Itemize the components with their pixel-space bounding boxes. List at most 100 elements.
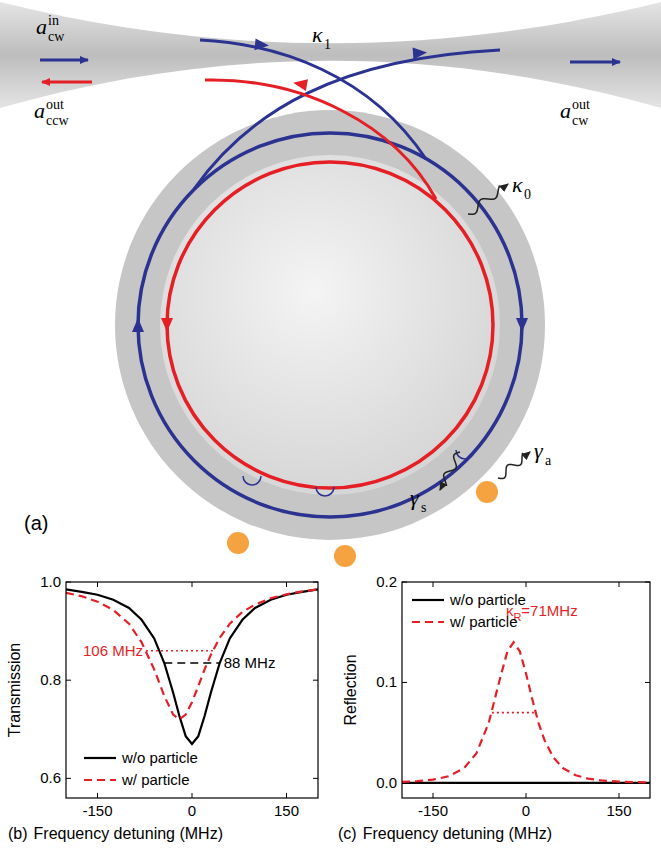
panel-label: (a) bbox=[24, 512, 48, 534]
legend-swatch bbox=[84, 779, 116, 781]
diagram-label-sub: 0 bbox=[524, 187, 531, 202]
ccw-out-coupling bbox=[205, 80, 436, 199]
legend: w/o particle w/ particle bbox=[412, 591, 526, 630]
x-tick bbox=[619, 582, 620, 587]
direction-arrow bbox=[132, 318, 144, 332]
y-tick bbox=[313, 778, 318, 779]
ccw-mode bbox=[167, 162, 493, 488]
diagram-label: κ bbox=[512, 172, 523, 197]
chart-panel: -150 0 150 0.6 0.8 1.0 106 MHz 88 MHz w/o partic… bbox=[6, 573, 318, 842]
reflected-arrow bbox=[42, 81, 92, 84]
nanoparticle bbox=[227, 532, 249, 554]
y-tick bbox=[402, 682, 407, 683]
cw-out-coupling bbox=[194, 50, 500, 189]
x-tick bbox=[192, 793, 193, 798]
y-tick-label: 0.6 bbox=[40, 769, 61, 786]
scattering-arrow bbox=[440, 452, 460, 490]
page: {"diagram": {"panel": "(a)", "labels": [… bbox=[0, 0, 661, 849]
diagram-label-sup: out bbox=[572, 97, 590, 112]
x-tick bbox=[619, 793, 620, 798]
y-tick bbox=[313, 680, 318, 681]
y-tick-label: 1.0 bbox=[40, 573, 61, 590]
legend-swatch bbox=[412, 599, 444, 601]
y-tick-label: 0.0 bbox=[376, 774, 397, 791]
x-tick-label: 150 bbox=[274, 802, 299, 819]
annotation: 106 MHz bbox=[83, 642, 143, 659]
legend-label: w/ particle bbox=[449, 613, 518, 630]
diagram-label-sub: cw bbox=[572, 113, 589, 128]
cw-mode bbox=[138, 133, 522, 517]
direction-arrow bbox=[413, 47, 428, 60]
y-tick bbox=[66, 778, 71, 779]
chart-panel: -15001500.00.10.2κR=71MHzw/o particlew/ … bbox=[338, 573, 650, 842]
x-tick bbox=[433, 793, 434, 798]
x-axis-title: Frequency detuning (MHz) bbox=[363, 825, 552, 842]
direction-arrow bbox=[161, 318, 173, 332]
series-line bbox=[402, 642, 650, 782]
fiber-taper bbox=[0, 2, 661, 108]
legend-swatch bbox=[412, 621, 444, 623]
x-tick bbox=[526, 582, 527, 587]
x-tick bbox=[286, 793, 287, 798]
plot-frame bbox=[66, 582, 318, 798]
absorption-arrow bbox=[498, 452, 530, 479]
disk-rim bbox=[115, 110, 545, 540]
diagram: aincwaoutccwaoutcwκ1κ0γaγs(a) bbox=[0, 2, 661, 567]
nanoparticle bbox=[334, 545, 356, 567]
series-line bbox=[66, 589, 318, 744]
diagram-label-sub: a bbox=[545, 453, 552, 468]
y-tick-label: 0.8 bbox=[40, 671, 61, 688]
diagram-label: a bbox=[36, 14, 47, 39]
legend-swatch bbox=[84, 757, 116, 759]
legend-label: w/o particle bbox=[121, 749, 198, 766]
x-tick-label: 0 bbox=[522, 802, 530, 819]
diagram-label-sub: ccw bbox=[46, 113, 69, 128]
y-tick-label: 0.2 bbox=[376, 573, 397, 590]
diagram-label-sub: 1 bbox=[324, 37, 331, 52]
x-tick bbox=[97, 793, 98, 798]
diagram-label: a bbox=[34, 98, 45, 123]
y-tick bbox=[645, 682, 650, 683]
x-axis-title: Frequency detuning (MHz) bbox=[34, 825, 223, 842]
width-marker bbox=[164, 662, 219, 664]
diagram-label-sub: s bbox=[421, 500, 426, 515]
y-tick-label: 0.1 bbox=[376, 673, 397, 690]
direction-arrow bbox=[516, 318, 528, 332]
x-tick bbox=[192, 582, 193, 587]
output-arrow bbox=[570, 61, 620, 64]
diagram-label: κ bbox=[312, 22, 323, 47]
y-axis-title: Reflection bbox=[342, 654, 359, 725]
annotation: 88 MHz bbox=[224, 654, 276, 671]
x-tick-label: 0 bbox=[188, 802, 196, 819]
annotation-suffix: =71MHz bbox=[521, 602, 577, 619]
nanoparticle bbox=[476, 481, 498, 503]
series-group bbox=[66, 589, 318, 744]
x-tick bbox=[526, 793, 527, 798]
direction-arrow bbox=[292, 77, 308, 91]
x-tick-label: -150 bbox=[418, 802, 448, 819]
diagram-label: γ bbox=[410, 485, 420, 510]
direction-arrow bbox=[255, 38, 270, 51]
width-marker bbox=[492, 712, 536, 714]
x-tick-label: -150 bbox=[82, 802, 112, 819]
diagram-label: γ bbox=[534, 438, 544, 463]
width-marker bbox=[146, 650, 213, 652]
figure: aincwaoutccwaoutcwκ1κ0γaγs(a)-15001500.6… bbox=[0, 0, 661, 849]
cw-in-coupling bbox=[200, 40, 426, 159]
x-tick bbox=[97, 582, 98, 587]
panel-label: (b) bbox=[8, 825, 28, 842]
x-tick bbox=[433, 582, 434, 587]
diagram-label: a bbox=[560, 98, 571, 123]
series-line bbox=[66, 589, 318, 719]
panel-label: (c) bbox=[338, 825, 357, 842]
legend-label: w/o particle bbox=[449, 591, 526, 608]
scattering-arc bbox=[456, 450, 474, 459]
scattering-arc bbox=[243, 476, 261, 485]
diagram-label-sup: in bbox=[48, 13, 59, 28]
series-group bbox=[402, 642, 650, 783]
legend-label: w/ particle bbox=[121, 771, 190, 788]
loss-arrow bbox=[468, 184, 508, 214]
diagram-label-sub: cw bbox=[48, 29, 65, 44]
scattering-arc bbox=[316, 487, 334, 496]
y-axis-title: Transmission bbox=[6, 643, 23, 738]
